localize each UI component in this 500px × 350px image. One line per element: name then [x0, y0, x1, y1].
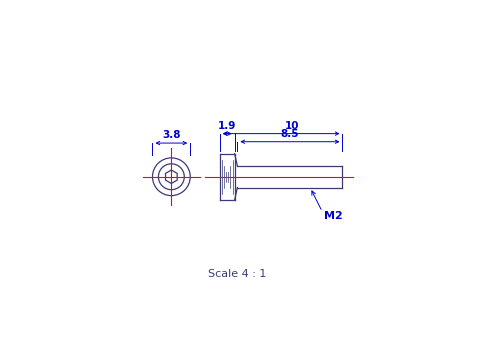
Text: 8.5: 8.5	[280, 129, 299, 139]
Text: 1.9: 1.9	[218, 121, 236, 131]
Text: M2: M2	[324, 211, 342, 221]
Text: Scale 4 : 1: Scale 4 : 1	[208, 269, 266, 279]
Text: 10: 10	[284, 121, 299, 131]
Text: 3.8: 3.8	[162, 130, 180, 140]
